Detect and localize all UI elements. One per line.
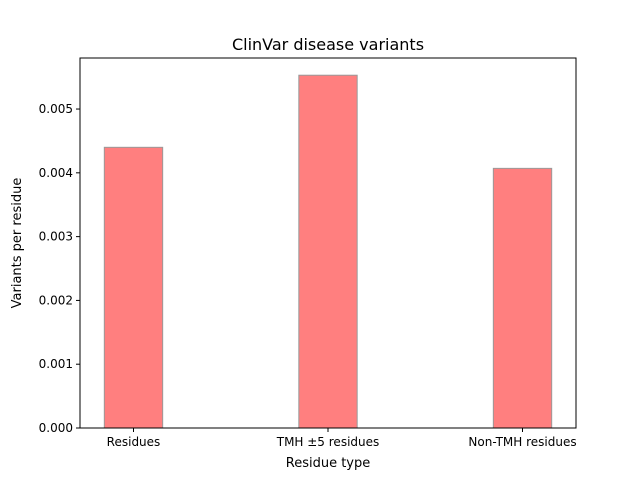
y-tick-label: 0.005 xyxy=(39,102,73,116)
x-tick-label: TMH ±5 residues xyxy=(276,435,380,449)
y-axis-ticks: 0.000 0.001 0.002 0.003 0.004 0.005 xyxy=(39,102,80,435)
y-tick-label: 0.004 xyxy=(39,166,73,180)
x-tick-label: Non-TMH residues xyxy=(468,435,576,449)
y-axis-label: Variants per residue xyxy=(10,178,25,309)
x-tick-label: Residues xyxy=(107,435,161,449)
y-tick-label: 0.001 xyxy=(39,357,73,371)
bars-group xyxy=(103,74,553,429)
bar-1 xyxy=(298,74,358,429)
chart-title: ClinVar disease variants xyxy=(232,35,424,54)
plot-area: 0.000 0.001 0.002 0.003 0.004 0.005 Residues T… xyxy=(39,57,577,449)
bar-0 xyxy=(103,146,164,429)
y-tick-label: 0.000 xyxy=(39,421,73,435)
bar-2 xyxy=(492,167,553,429)
y-tick-label: 0.003 xyxy=(39,230,73,244)
y-tick-label: 0.002 xyxy=(39,293,73,307)
x-axis-label: Residue type xyxy=(286,456,371,471)
x-axis-ticks: Residues TMH ±5 residues Non-TMH residues xyxy=(107,428,577,449)
